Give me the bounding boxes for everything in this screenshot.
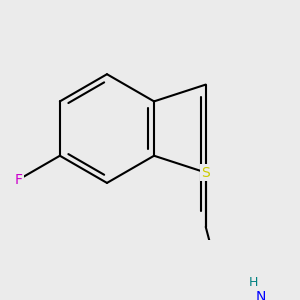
Text: N: N [256, 290, 266, 300]
Text: S: S [201, 166, 210, 179]
Text: F: F [15, 172, 23, 187]
Text: O: O [187, 299, 197, 300]
Text: H: H [248, 276, 258, 289]
